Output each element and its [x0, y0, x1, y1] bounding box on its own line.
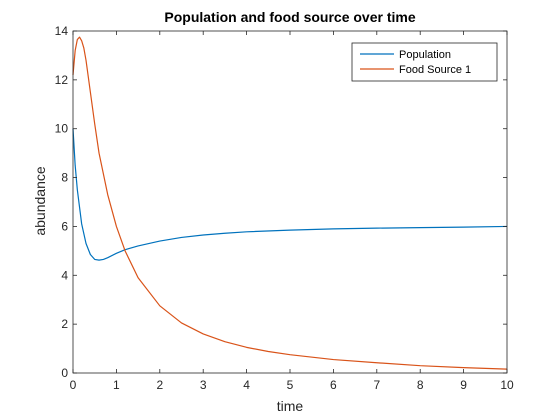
x-tick-label: 1 [113, 378, 120, 392]
axes-background [73, 31, 507, 373]
x-tick-label: 2 [156, 378, 163, 392]
y-tick-label: 2 [61, 317, 68, 331]
series-layer [72, 36, 508, 370]
x-tick-label: 9 [460, 378, 467, 392]
x-tick-label: 6 [330, 378, 337, 392]
y-tick-label: 0 [61, 366, 68, 380]
y-tick-label: 10 [55, 122, 69, 136]
x-tick-label: 3 [200, 378, 207, 392]
y-axis-label: abundance [32, 166, 48, 236]
chart-title: Population and food source over time [164, 9, 415, 25]
y-tick-label: 4 [61, 268, 68, 282]
legend-label-1: Population [399, 49, 451, 61]
y-tick-label: 6 [61, 219, 68, 233]
x-tick-label: 0 [70, 378, 77, 392]
legend: Population Food Source 1 [351, 42, 498, 82]
series-line-2 [72, 36, 508, 370]
x-tick-label: 5 [287, 378, 294, 392]
x-tick-label: 4 [243, 378, 250, 392]
legend-box [351, 42, 498, 82]
x-tick-label: 7 [373, 378, 380, 392]
x-tick-label: 10 [500, 378, 514, 392]
plot-area [73, 31, 507, 373]
y-tick-label: 8 [61, 171, 68, 185]
y-tick-label: 12 [55, 73, 69, 87]
x-axis-label: time [277, 398, 304, 414]
x-tick-label: 8 [417, 378, 424, 392]
y-tick-label: 14 [55, 24, 69, 38]
legend-label-2: Food Source 1 [399, 64, 471, 76]
